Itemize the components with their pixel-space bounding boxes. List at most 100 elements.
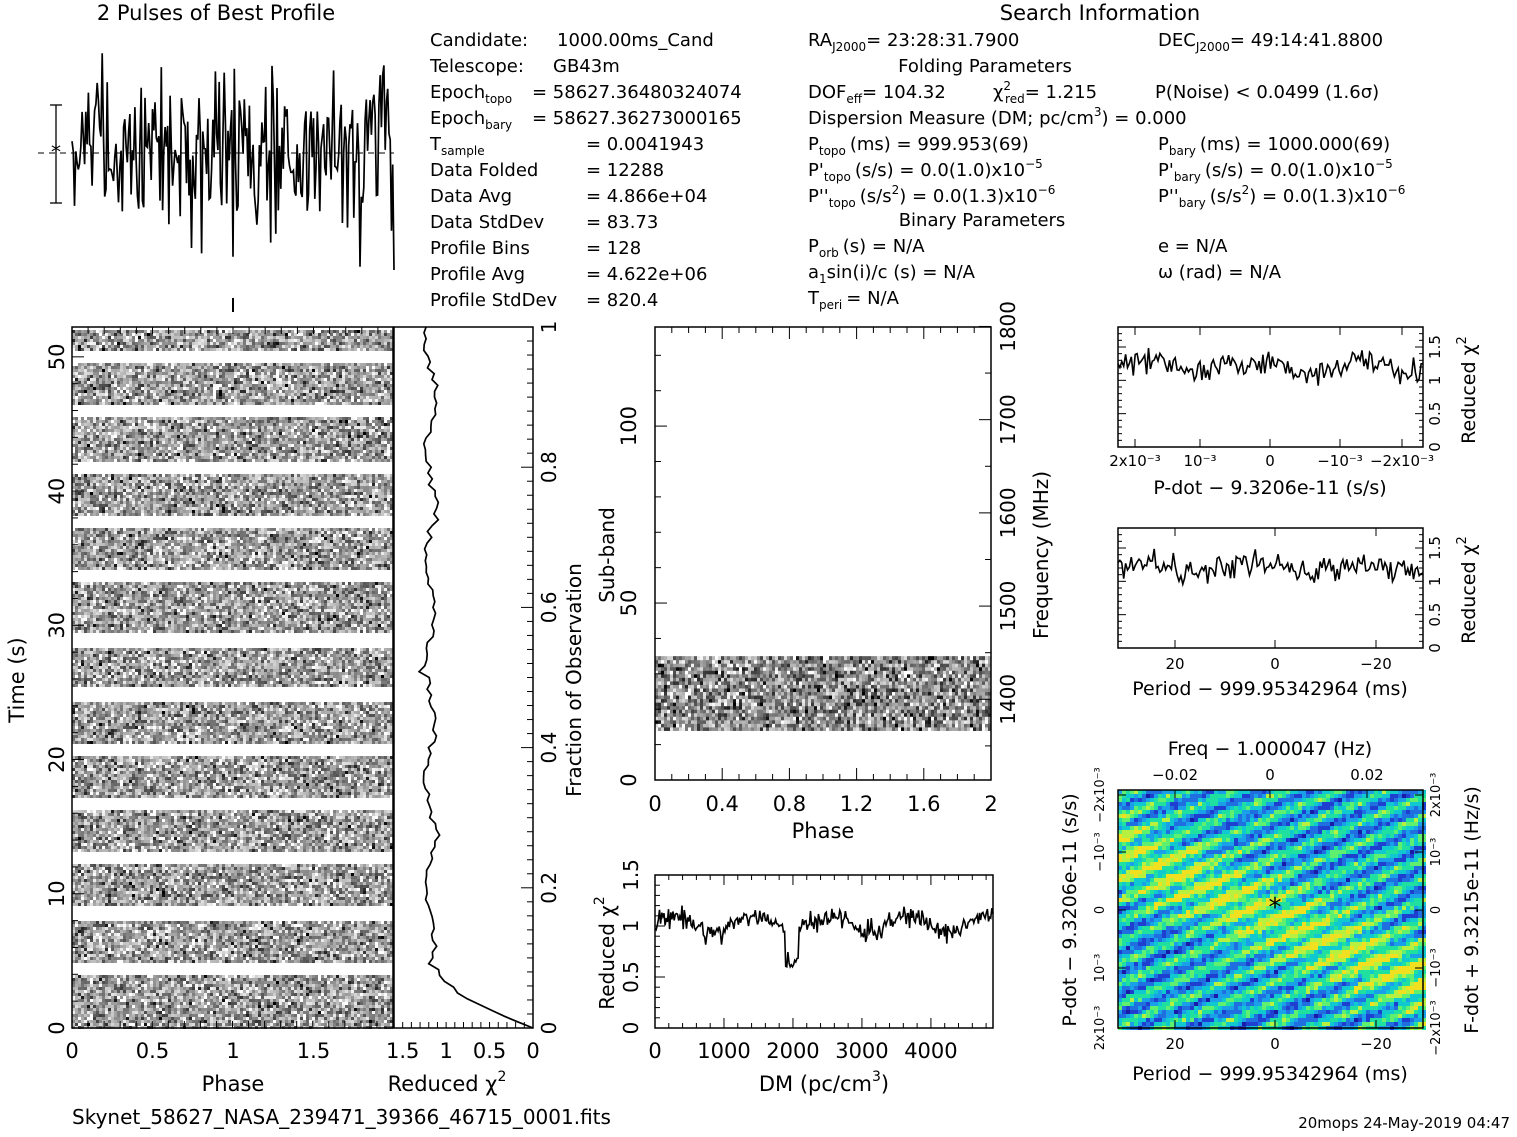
pixel	[309, 387, 312, 390]
pixel	[363, 450, 366, 453]
pixel	[249, 366, 252, 369]
pixel	[75, 495, 78, 498]
pixel	[138, 390, 141, 393]
pixel	[297, 387, 300, 390]
pixel	[192, 345, 195, 348]
pixel	[312, 399, 315, 402]
pixel	[387, 489, 390, 492]
pixel	[183, 393, 186, 396]
pixel	[237, 447, 240, 450]
pixel	[192, 378, 195, 381]
pixel	[243, 417, 246, 420]
pixel	[336, 333, 339, 336]
pixel	[330, 495, 333, 498]
pixel	[141, 444, 144, 447]
pixel	[381, 369, 384, 372]
pixel	[153, 474, 156, 477]
pixel	[177, 432, 180, 435]
pixel	[267, 429, 270, 432]
pixel	[336, 435, 339, 438]
pixel	[294, 495, 297, 498]
pixel	[135, 369, 138, 372]
pixel	[216, 426, 219, 429]
pixel	[198, 390, 201, 393]
pixel	[219, 432, 222, 435]
pixel	[150, 480, 153, 483]
pixel	[384, 372, 387, 375]
pixel	[219, 330, 222, 333]
pixel	[294, 330, 297, 333]
pixel	[366, 453, 369, 456]
pixel	[318, 375, 321, 378]
pixel	[165, 489, 168, 492]
pixel	[210, 480, 213, 483]
pixel	[333, 441, 336, 444]
pixel	[219, 390, 222, 393]
pixel	[357, 348, 360, 351]
pixel	[138, 330, 141, 333]
pixel	[336, 345, 339, 348]
pixel	[339, 387, 342, 390]
pixel	[273, 402, 276, 405]
pixel	[93, 363, 96, 366]
pixel	[387, 381, 390, 384]
pixel	[303, 399, 306, 402]
pixel	[138, 456, 141, 459]
pixel	[336, 375, 339, 378]
pixel	[372, 399, 375, 402]
pixel	[186, 363, 189, 366]
pixel	[165, 393, 168, 396]
pixel	[198, 441, 201, 444]
pixel	[375, 396, 378, 399]
pixel	[150, 399, 153, 402]
pixel	[300, 483, 303, 486]
pixel	[186, 372, 189, 375]
pixel	[96, 384, 99, 387]
pixel	[219, 438, 222, 441]
pixel	[309, 486, 312, 489]
pixel	[213, 399, 216, 402]
pixel	[144, 498, 147, 501]
pixel	[339, 363, 342, 366]
pixel	[285, 417, 288, 420]
pixel	[99, 345, 102, 348]
pixel	[216, 492, 219, 495]
pixel	[159, 333, 162, 336]
pixel	[318, 345, 321, 348]
pixel	[123, 495, 126, 498]
pixel	[225, 342, 228, 345]
pixel	[99, 390, 102, 393]
pixel	[246, 429, 249, 432]
pixel	[291, 420, 294, 423]
pixel	[264, 441, 267, 444]
pixel	[207, 432, 210, 435]
pixel	[81, 381, 84, 384]
pixel	[360, 456, 363, 459]
pixel	[273, 348, 276, 351]
pixel	[282, 459, 285, 462]
pixel	[375, 432, 378, 435]
pixel	[162, 399, 165, 402]
pixel	[105, 426, 108, 429]
pixel	[285, 423, 288, 426]
pixel	[354, 453, 357, 456]
pixel	[153, 339, 156, 342]
pixel	[186, 456, 189, 459]
pixel	[216, 363, 219, 366]
pixel	[204, 453, 207, 456]
pixel	[378, 423, 381, 426]
pixel	[162, 372, 165, 375]
pixel	[285, 396, 288, 399]
pixel	[348, 330, 351, 333]
pixel	[231, 375, 234, 378]
pixel	[141, 453, 144, 456]
pixel	[186, 486, 189, 489]
pixel	[255, 432, 258, 435]
pixel	[105, 447, 108, 450]
pixel	[303, 363, 306, 366]
pixel	[360, 375, 363, 378]
pixel	[306, 330, 309, 333]
pixel	[105, 444, 108, 447]
pixel	[108, 333, 111, 336]
pixel	[75, 342, 78, 345]
